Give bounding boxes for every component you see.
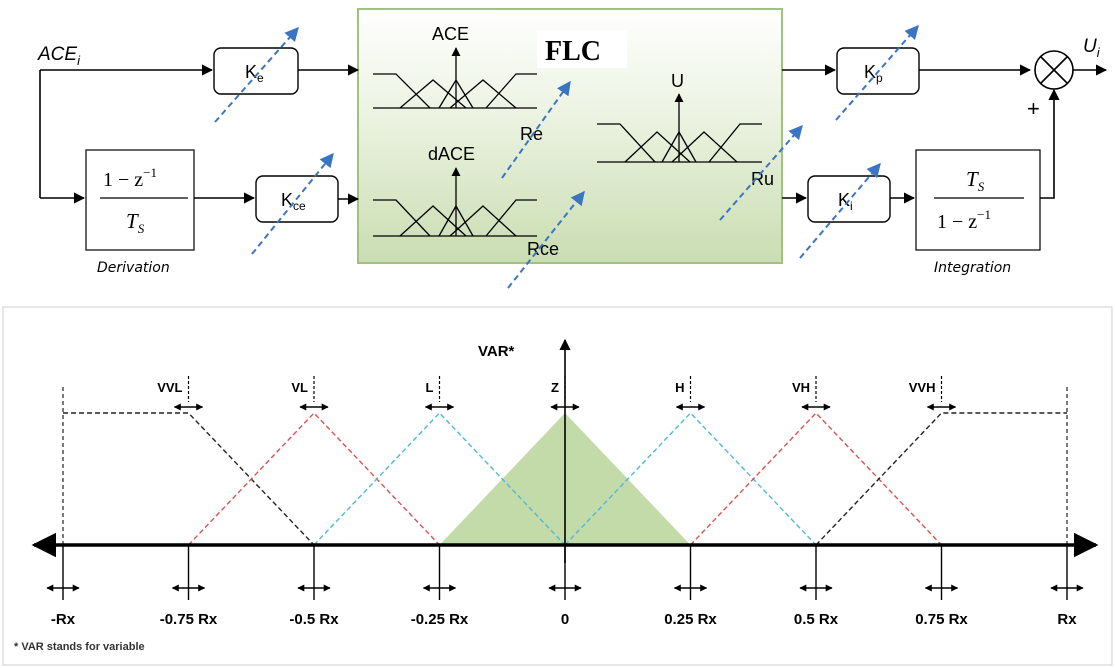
gain-ki-label: Ki — [838, 190, 853, 213]
set-label-h: H — [675, 380, 684, 395]
range-re: Re — [520, 124, 543, 144]
derivation-block — [85, 149, 195, 251]
set-label-vl: VL — [291, 380, 308, 395]
chart-footnote: * VAR stands for variable — [14, 641, 145, 653]
mf-h-line — [564, 411, 817, 546]
mf-vvh-line — [815, 412, 1067, 546]
mf-vl-line — [187, 411, 441, 546]
flc-title: FLC — [545, 36, 601, 67]
derivation-caption: Derivation — [97, 260, 170, 276]
tick-label-8: Rx — [1057, 611, 1077, 628]
tick-label-2: -0.5 Rx — [289, 611, 339, 628]
integration-to-sum-line — [1040, 88, 1060, 199]
tuning-arrows — [214, 24, 919, 289]
output-label: Ui — [1083, 36, 1101, 60]
integration-denominator: 1 − z−1 — [937, 207, 991, 233]
integration-caption: Integration — [934, 260, 1011, 276]
range-ru: Ru — [751, 169, 774, 189]
integration-block — [915, 149, 1041, 251]
tick-label-4: 0 — [561, 611, 569, 628]
tick-label-3: -0.25 Rx — [411, 611, 469, 628]
integration-numerator: TS — [966, 167, 985, 194]
set-label-l: L — [426, 380, 434, 395]
mf-ace-label: ACE — [432, 24, 469, 44]
membership-chart: VVL VL L Z H VH VVH -Rx -0.75 Rx -0.5 Rx -0.25 Rx 0… — [31, 338, 1099, 628]
mf-vh-line — [689, 411, 943, 546]
mf-l-line — [313, 411, 566, 546]
mf-dace-icon — [373, 167, 537, 237]
gain-ke-label: Ke — [245, 62, 264, 85]
axis-label-var: VAR* — [478, 343, 515, 360]
tick-label-7: 0.75 Rx — [915, 611, 968, 628]
gain-ki-block — [807, 175, 891, 223]
mf-ace-icon — [373, 47, 537, 109]
mf-vvl-line — [63, 412, 315, 546]
sum-plus-sign: + — [1027, 96, 1040, 121]
tick-label-6: 0.5 Rx — [794, 611, 839, 628]
set-label-z: Z — [551, 380, 559, 395]
gain-ke-block — [213, 47, 299, 95]
tick-label-1: -0.75 Rx — [160, 611, 218, 628]
mf-u-icon — [597, 93, 762, 163]
flc-title-bg — [537, 30, 627, 68]
input-label: ACEi — [37, 44, 81, 68]
mf-dace-label: dACE — [428, 144, 475, 164]
gain-kce-label: Kce — [281, 190, 306, 213]
tick-label-0: -Rx — [51, 611, 76, 628]
derivation-denominator: TS — [126, 209, 145, 236]
gain-kp-label: Kp — [864, 62, 883, 85]
set-label-vvl: VVL — [157, 380, 182, 395]
mf-u-label: U — [671, 71, 684, 91]
range-rce: Rce — [527, 239, 559, 259]
set-label-vvh: VVH — [909, 380, 936, 395]
summing-cross-b — [1040, 56, 1068, 84]
set-label-vh: VH — [792, 380, 810, 395]
derivation-numerator: 1 − z−1 — [103, 165, 157, 191]
tick-label-5: 0.25 Rx — [664, 611, 717, 628]
